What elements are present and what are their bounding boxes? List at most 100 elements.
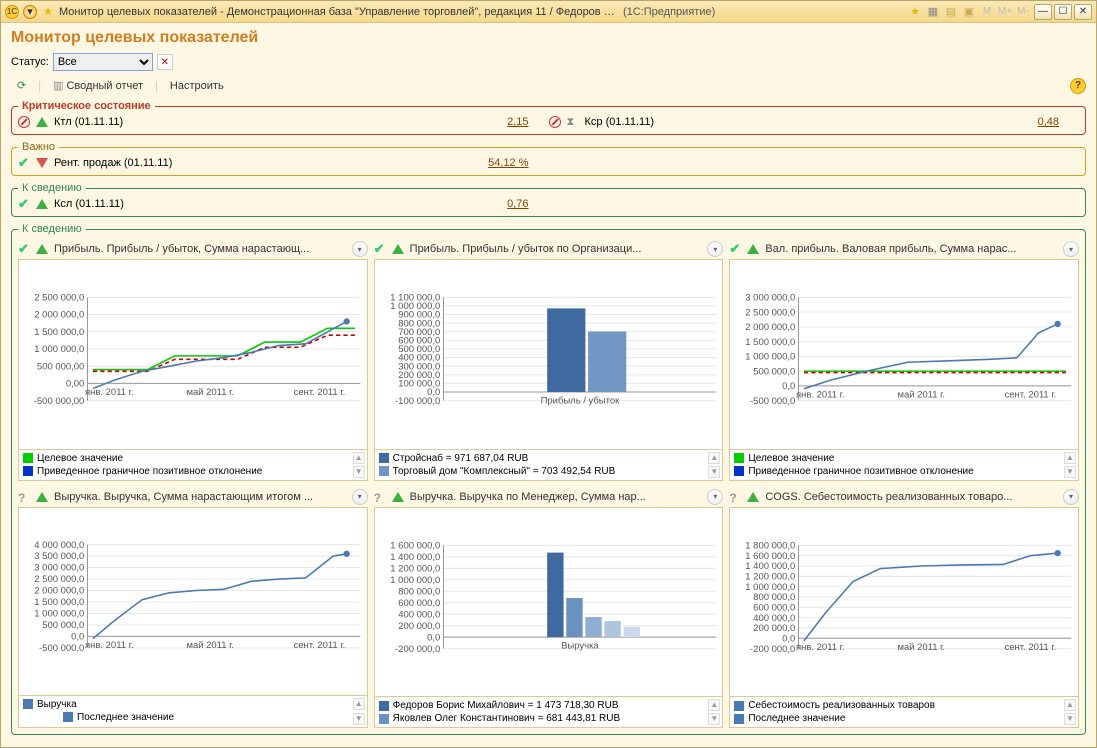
legend-item: Последнее значение [734, 712, 1074, 725]
svg-text:400 000,0: 400 000,0 [754, 612, 796, 623]
svg-text:янв. 2011 г.: янв. 2011 г. [85, 387, 134, 398]
status-row: Статус: Все ✕ [11, 53, 1086, 71]
legend-item: Целевое значение [734, 452, 1074, 465]
chart-menu-button[interactable]: ▾ [707, 489, 723, 505]
help-button[interactable]: ? [1070, 78, 1086, 94]
ktl-value[interactable]: 2,15 [507, 116, 528, 128]
legend-text: Себестоимость реализованных товаров [748, 700, 935, 711]
question-icon: ? [374, 491, 386, 503]
chart-card-profit-org: ✔ Прибыль. Прибыль / убыток по Организац… [374, 239, 724, 481]
svg-text:1 000 000,0: 1 000 000,0 [746, 352, 796, 363]
m-icon[interactable]: M [980, 5, 994, 19]
legend-scroll-up[interactable]: ▲ [1064, 699, 1076, 711]
chart-menu-button[interactable]: ▾ [707, 241, 723, 257]
triangle-up-icon [36, 117, 48, 127]
check-icon: ✔ [18, 243, 30, 255]
status-label: Статус: [11, 56, 49, 68]
status-select[interactable]: Все [53, 53, 153, 71]
svg-text:-500 000,00: -500 000,00 [34, 396, 85, 407]
svg-text:Выручка: Выручка [561, 640, 599, 651]
critical-legend: Критическое состояние [18, 100, 155, 112]
legend-scroll: ▲ ▼ [708, 699, 720, 725]
svg-text:3 000 000,0: 3 000 000,0 [746, 293, 796, 304]
chart-header: ✔ Прибыль. Прибыль / убыток по Организац… [374, 239, 724, 259]
legend-text: Стройснаб = 971 687,04 RUB [393, 453, 529, 464]
tri-up-icon [36, 244, 48, 254]
svg-text:янв. 2011 г.: янв. 2011 г. [796, 389, 845, 400]
favorite-icon[interactable]: ★ [41, 5, 55, 19]
legend-scroll-up[interactable]: ▲ [353, 452, 365, 464]
ksr-value[interactable]: 0,48 [1038, 116, 1059, 128]
m-plus-icon[interactable]: M+ [998, 5, 1012, 19]
svg-text:2 000 000,0: 2 000 000,0 [34, 585, 84, 596]
m-minus-icon[interactable]: M- [1016, 5, 1030, 19]
svg-text:1 200 000,0: 1 200 000,0 [390, 563, 440, 574]
status-clear-button[interactable]: ✕ [157, 54, 173, 70]
legend-scroll-down[interactable]: ▼ [353, 713, 365, 725]
legend-swatch-icon [23, 466, 33, 476]
chart-menu-button[interactable]: ▾ [352, 241, 368, 257]
question-icon: ? [729, 491, 741, 503]
settings-button[interactable]: Настроить [164, 78, 230, 94]
chart-title: Прибыль. Прибыль / убыток, Сумма нараста… [54, 243, 346, 255]
grid-icon[interactable]: ▦ [926, 5, 940, 19]
svg-text:500 000,00: 500 000,00 [37, 361, 84, 372]
tri-up-icon [36, 492, 48, 502]
chart-legend: Целевое значение Приведенное граничное п… [729, 450, 1079, 481]
chart-plot: -200 000,00,0200 000,0400 000,0600 000,0… [729, 507, 1079, 698]
svg-text:400 000,0: 400 000,0 [398, 609, 440, 620]
svg-text:-200 000,0: -200 000,0 [395, 643, 440, 654]
rent-value[interactable]: 54,12 % [488, 157, 528, 169]
info-legend: К сведению [18, 182, 86, 194]
minimize-button[interactable]: — [1034, 4, 1052, 20]
legend-scroll-down[interactable]: ▼ [708, 466, 720, 478]
calendar-icon[interactable]: ▣ [962, 5, 976, 19]
svg-text:500 000,0: 500 000,0 [42, 620, 84, 631]
app-hint: (1С:Предприятие) [623, 6, 715, 18]
legend-scroll: ▲ ▼ [1064, 699, 1076, 725]
legend-scroll-up[interactable]: ▲ [1064, 452, 1076, 464]
legend-swatch-icon [734, 466, 744, 476]
tri-up-icon [747, 492, 759, 502]
close-button[interactable]: ✕ [1074, 4, 1092, 20]
chart-plot: -100 000,00,0100 000,0200 000,0300 000,0… [374, 259, 724, 450]
legend-swatch-icon [379, 714, 389, 724]
legend-scroll-down[interactable]: ▼ [353, 466, 365, 478]
chart-title: Выручка. Выручка по Менеджер, Сумма нар.… [410, 491, 702, 503]
svg-text:1 400 000,0: 1 400 000,0 [746, 561, 796, 572]
legend-scroll-down[interactable]: ▼ [708, 713, 720, 725]
chart-title: Вал. прибыль. Валовая прибыль, Сумма нар… [765, 243, 1057, 255]
legend-scroll-down[interactable]: ▼ [1064, 466, 1076, 478]
window-title: Монитор целевых показателей - Демонстрац… [59, 6, 619, 18]
legend-scroll-down[interactable]: ▼ [1064, 713, 1076, 725]
page-title: Монитор целевых показателей [11, 29, 1086, 47]
report-button[interactable]: ▥Сводный отчет [47, 77, 149, 94]
svg-text:1 000 000,0: 1 000 000,0 [34, 344, 84, 355]
svg-text:500 000,0: 500 000,0 [754, 366, 796, 377]
kl-label: Ктл (01.11.11) [54, 116, 123, 128]
maximize-button[interactable]: ☐ [1054, 4, 1072, 20]
tri-up-icon [747, 244, 759, 254]
legend-text: Выручка [37, 699, 77, 710]
nav-back-icon[interactable]: ▾ [23, 5, 37, 19]
ksl-label: Ксл (01.11.11) [54, 198, 124, 210]
legend-scroll-up[interactable]: ▲ [708, 699, 720, 711]
chart-menu-button[interactable]: ▾ [1063, 489, 1079, 505]
legend-scroll-up[interactable]: ▲ [708, 452, 720, 464]
svg-text:1 000 000,0: 1 000 000,0 [746, 581, 796, 592]
chart-menu-button[interactable]: ▾ [1063, 241, 1079, 257]
refresh-button[interactable]: ⟳ [11, 77, 32, 94]
legend-text: Целевое значение [748, 453, 834, 464]
calc-icon[interactable]: ▤ [944, 5, 958, 19]
svg-text:сент. 2011 г.: сент. 2011 г. [294, 387, 346, 398]
legend-scroll-up[interactable]: ▲ [353, 698, 365, 710]
tri-up-icon [392, 244, 404, 254]
svg-text:0,0: 0,0 [782, 381, 795, 392]
ksl-value[interactable]: 0,76 [507, 198, 528, 210]
chart-menu-button[interactable]: ▾ [352, 489, 368, 505]
fav-small-icon[interactable]: ★ [908, 5, 922, 19]
svg-text:1 200 000,0: 1 200 000,0 [746, 571, 796, 582]
charts-grid: ✔ Прибыль. Прибыль / убыток, Сумма нарас… [18, 239, 1079, 728]
triangle-down-icon [36, 158, 48, 168]
svg-text:1 600 000,0: 1 600 000,0 [390, 540, 440, 551]
